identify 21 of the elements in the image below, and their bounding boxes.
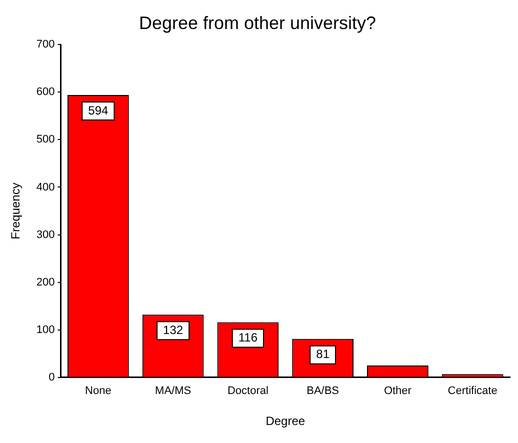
y-tick-label: 200 bbox=[36, 276, 55, 288]
data-label: 81 bbox=[316, 347, 330, 362]
x-tick-label: MA/MS bbox=[155, 385, 192, 398]
y-tick-label: 100 bbox=[36, 324, 55, 336]
y-axis-title: Frequency bbox=[8, 182, 23, 240]
data-label: 116 bbox=[238, 330, 258, 345]
x-tick-label: Certificate bbox=[448, 385, 498, 398]
x-tick-label: BA/BS bbox=[306, 385, 340, 398]
x-tick-label: Other bbox=[384, 385, 412, 398]
y-tick-label: 500 bbox=[36, 134, 55, 146]
y-tick-label: 700 bbox=[36, 38, 55, 51]
y-tick-label: 400 bbox=[36, 181, 55, 194]
data-label: 132 bbox=[163, 322, 184, 337]
y-tick-label: 600 bbox=[36, 86, 55, 98]
x-axis-title: Degree bbox=[266, 414, 306, 428]
data-label: 594 bbox=[88, 103, 109, 118]
x-tick-label: None bbox=[85, 385, 112, 398]
x-tick-label: Doctoral bbox=[227, 385, 268, 398]
chart-title: Degree from other university? bbox=[138, 12, 376, 33]
y-tick-label: 300 bbox=[36, 228, 55, 241]
y-tick-label: 0 bbox=[48, 371, 55, 384]
